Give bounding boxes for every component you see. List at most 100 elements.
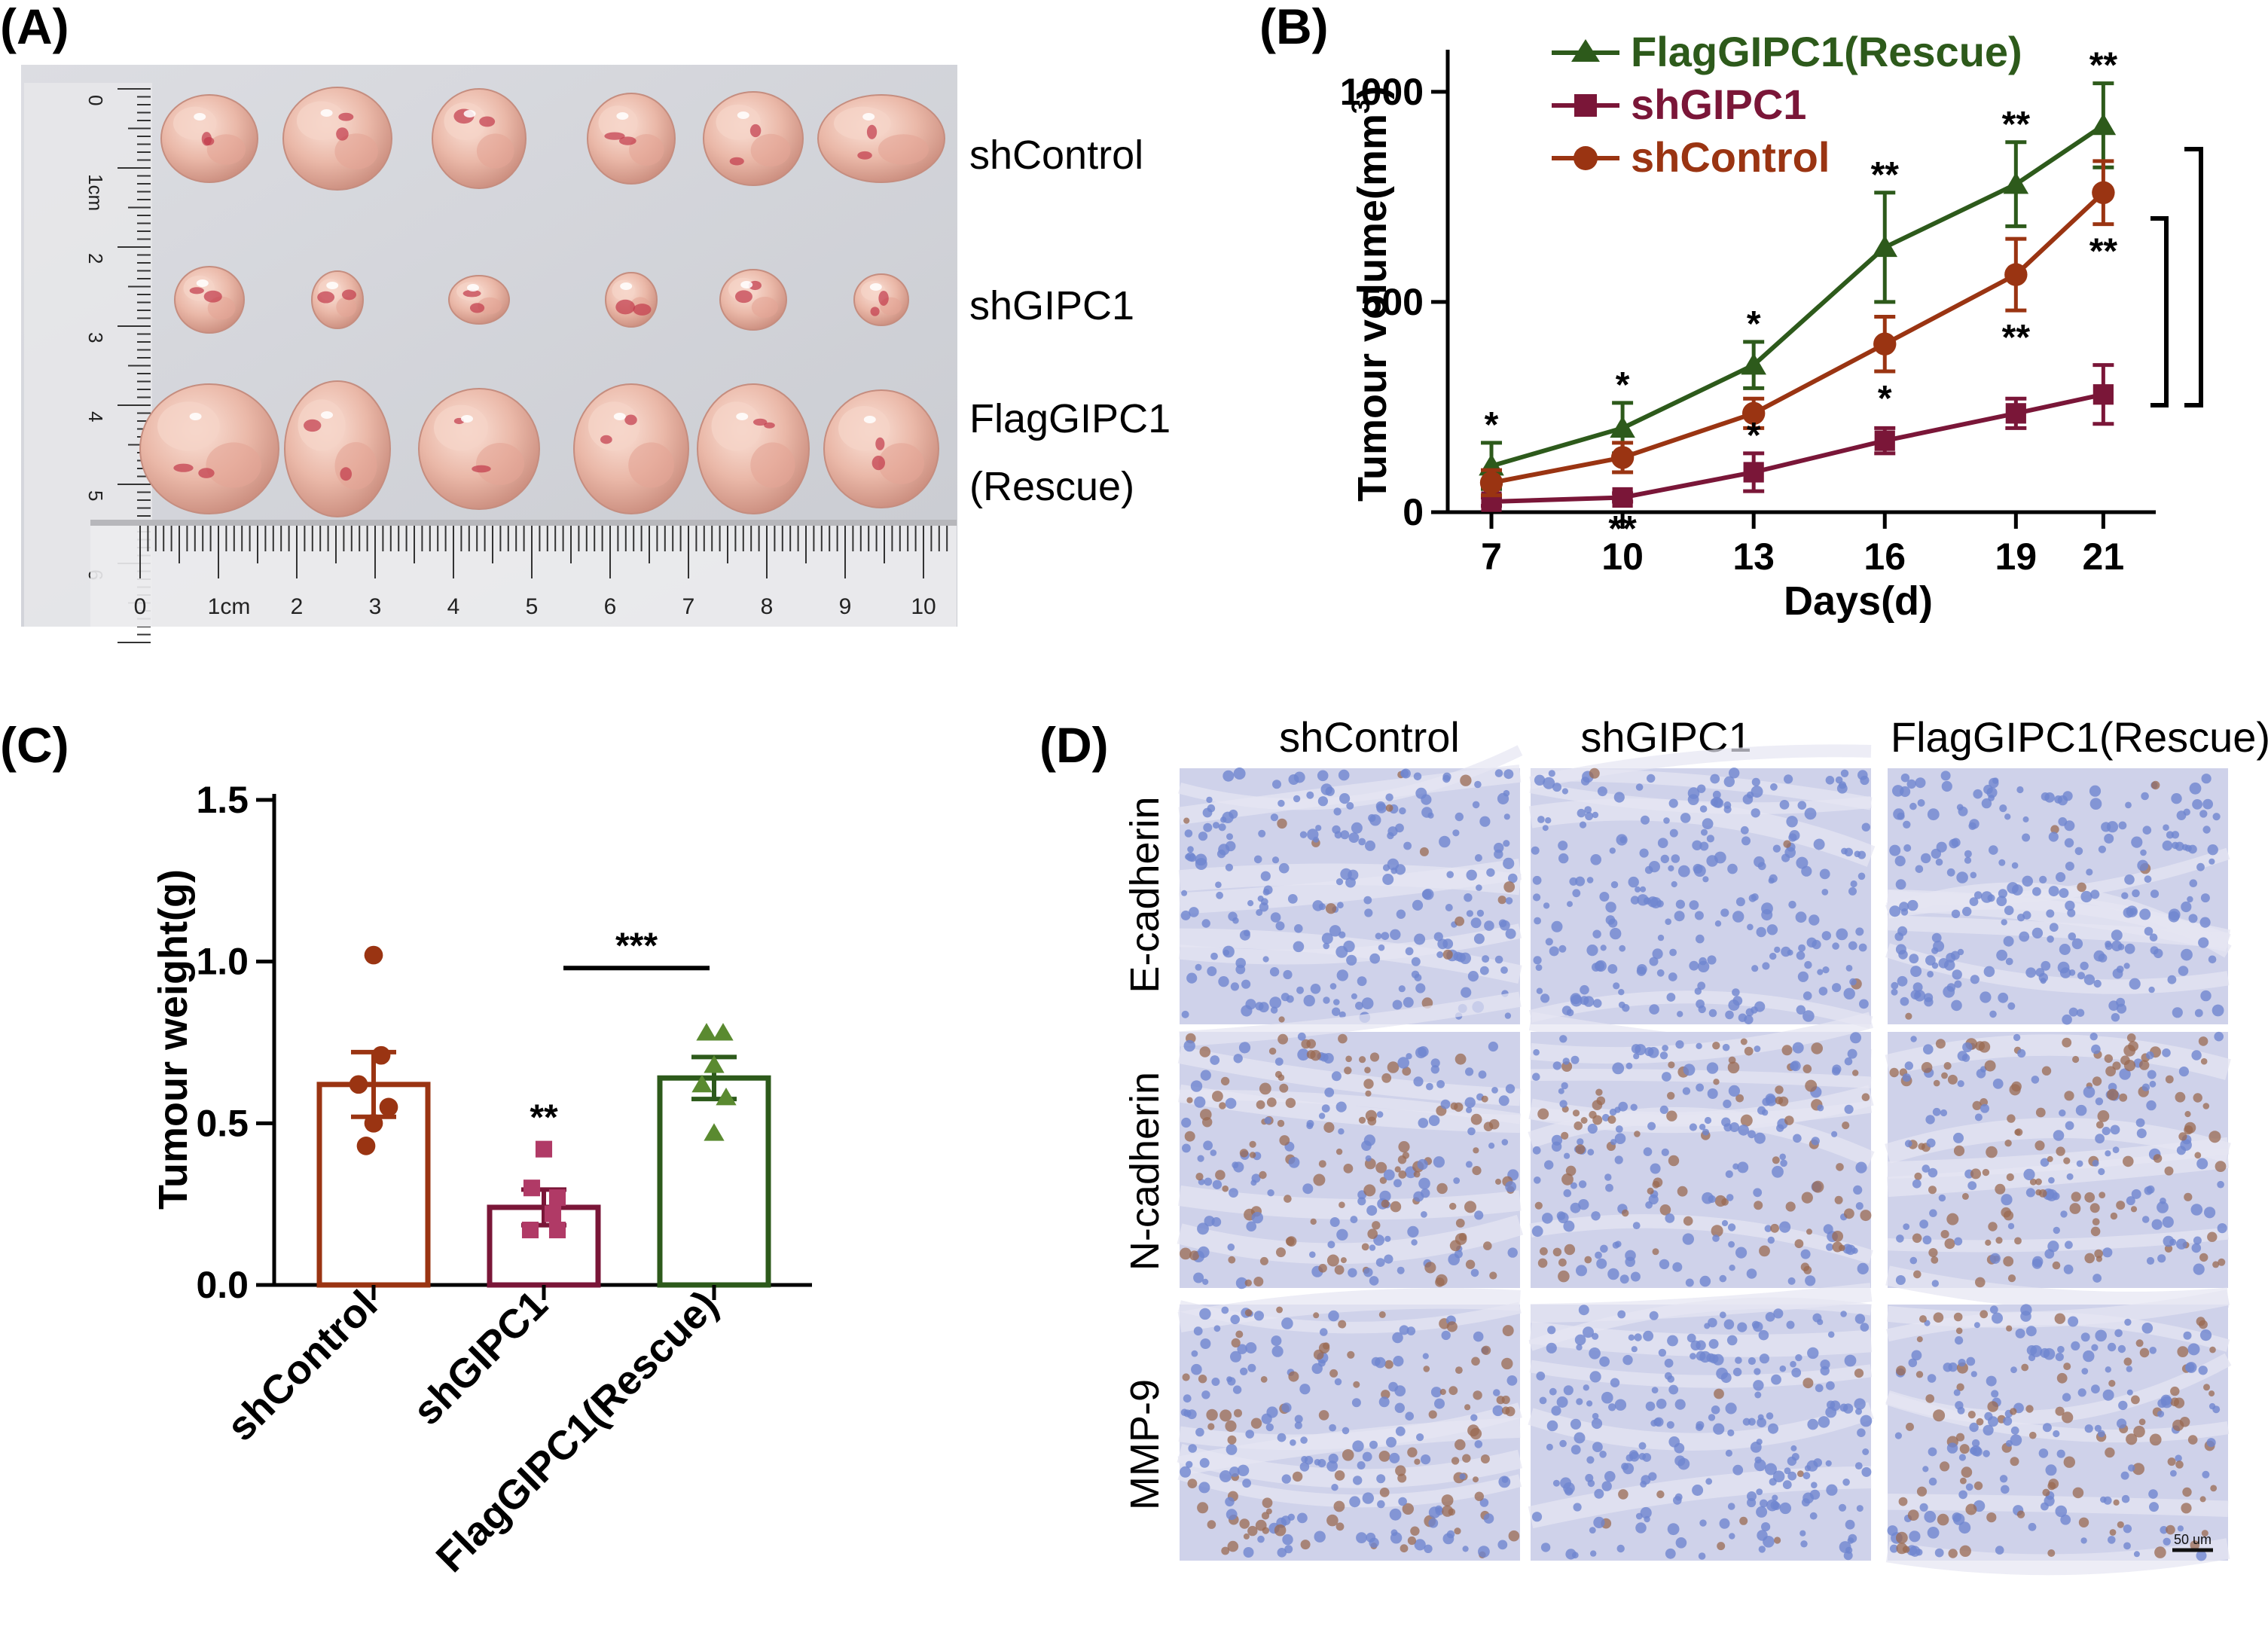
ihc-cell <box>1233 1054 1243 1064</box>
ihc-cell <box>1585 812 1594 821</box>
ihc-cell <box>1940 1230 1949 1239</box>
tumour-blood-spot <box>618 136 636 145</box>
ihc-cell <box>1729 1122 1740 1132</box>
ihc-cell <box>1284 1545 1293 1554</box>
ihc-cell <box>1288 1157 1300 1168</box>
ihc-cell <box>2041 1066 2052 1076</box>
ihc-cell <box>1372 1221 1381 1230</box>
legend-item-shcontrol: shControl <box>1552 133 1830 181</box>
ihc-cell <box>1795 911 1807 923</box>
ihc-cell <box>1640 1506 1652 1519</box>
tumour-blood-spot <box>340 467 353 481</box>
ihc-cell <box>1195 1427 1204 1437</box>
data-point-shGIPC1 <box>1612 487 1633 508</box>
ihc-cell <box>2196 862 2205 871</box>
ihc-cell <box>1493 1389 1500 1396</box>
ihc-cell <box>1264 1116 1271 1125</box>
data-point-shControl <box>1873 332 1897 356</box>
ihc-cell <box>1818 987 1828 996</box>
ihc-cell <box>1662 1072 1671 1082</box>
ihc-cell <box>1791 1368 1802 1378</box>
ihc-cell <box>1563 1482 1575 1494</box>
ihc-cell <box>1383 1169 1395 1181</box>
ihc-cell <box>1190 1080 1203 1092</box>
ihc-cell <box>2157 1410 2165 1418</box>
ihc-cell <box>1622 1209 1629 1217</box>
ihc-cell <box>1314 1531 1326 1543</box>
ihc-cell <box>1287 894 1298 904</box>
ihc-cell <box>2065 1121 2074 1131</box>
ihc-cell <box>1473 1147 1479 1154</box>
ihc-cell <box>1785 1201 1796 1212</box>
ihc-cell <box>1689 900 1699 910</box>
ihc-cell <box>1771 1374 1781 1385</box>
ihc-cell <box>1492 1405 1503 1417</box>
ihc-cell <box>1955 1336 1964 1345</box>
ihc-cell <box>1405 947 1414 956</box>
ihc-image <box>1528 1012 1875 1288</box>
ihc-cell <box>1310 1218 1317 1225</box>
ihc-cell <box>1505 1084 1516 1094</box>
ihc-cell <box>1986 1375 1997 1387</box>
ihc-cell <box>2199 1253 2208 1262</box>
ihc-image <box>1885 768 2232 1025</box>
ihc-cell <box>1424 1262 1436 1274</box>
ihc-cell <box>1534 1201 1543 1210</box>
ihc-cell <box>1414 1458 1421 1465</box>
ihc-cell <box>2068 932 2077 941</box>
ihc-cell <box>1766 924 1778 935</box>
ihc-cell <box>1650 1163 1661 1174</box>
tumour-highlight <box>736 413 749 420</box>
ihc-cell <box>1191 1363 1202 1375</box>
ihc-cell <box>1685 1278 1694 1287</box>
ihc-cell <box>1446 1321 1458 1332</box>
ihc-cell <box>1533 1048 1540 1056</box>
ihc-cell <box>1583 1326 1594 1338</box>
ihc-cell <box>1375 1258 1385 1267</box>
ihc-cell <box>1328 1310 1339 1322</box>
ihc-cell <box>2040 1347 2050 1358</box>
ihc-cell <box>1501 1476 1509 1483</box>
ihc-cell <box>1903 1223 1910 1230</box>
ihc-cell <box>1532 875 1542 885</box>
ihc-cell <box>2001 919 2007 926</box>
ihc-cell <box>1247 1525 1258 1537</box>
ihc-cell <box>2153 1154 2163 1163</box>
ihc-cell <box>1714 1388 1724 1399</box>
ihc-cell <box>2029 1178 2037 1186</box>
ihc-cell <box>2153 948 2163 959</box>
ihc-cell <box>2191 1243 2202 1253</box>
ihc-cell <box>1326 1254 1339 1267</box>
ihc-cell <box>1694 987 1702 995</box>
ihc-cell <box>1854 850 1861 858</box>
ihc-cell <box>1201 919 1210 928</box>
ihc-cell <box>1781 1045 1793 1056</box>
ihc-cell <box>1313 1349 1324 1360</box>
ihc-cell <box>1597 786 1607 797</box>
ihc-cell <box>1381 932 1390 940</box>
ihc-cell <box>2111 929 2123 941</box>
ihc-cell <box>1332 1007 1341 1016</box>
ihc-cell <box>1712 1234 1720 1242</box>
ihc-cell <box>1821 889 1829 896</box>
data-point-shControl <box>349 1075 368 1094</box>
ihc-cell <box>1181 890 1188 896</box>
ihc-cell <box>1921 1062 1933 1073</box>
ihc-cell <box>1227 1435 1237 1445</box>
ihc-cell <box>2183 1331 2192 1340</box>
x-tick-label-b: 13 <box>1732 536 1775 578</box>
ihc-cell <box>1847 1048 1857 1059</box>
ihc-cell <box>1387 1061 1400 1073</box>
ihc-cell <box>1411 970 1420 979</box>
ihc-cell <box>1339 1201 1345 1208</box>
tumour <box>160 94 258 183</box>
ihc-cell <box>1338 1320 1347 1329</box>
svg-text:FlagGIPC1(Rescue): FlagGIPC1(Rescue) <box>1631 28 2022 75</box>
ihc-cell <box>1689 960 1699 971</box>
ihc-cell <box>1299 831 1308 838</box>
ihc-cell <box>1229 1188 1238 1198</box>
ihc-cell <box>1958 1359 1966 1367</box>
ihc-cell <box>1895 944 1906 955</box>
ihc-cell <box>1339 793 1351 804</box>
ihc-cell <box>2108 1380 2116 1387</box>
